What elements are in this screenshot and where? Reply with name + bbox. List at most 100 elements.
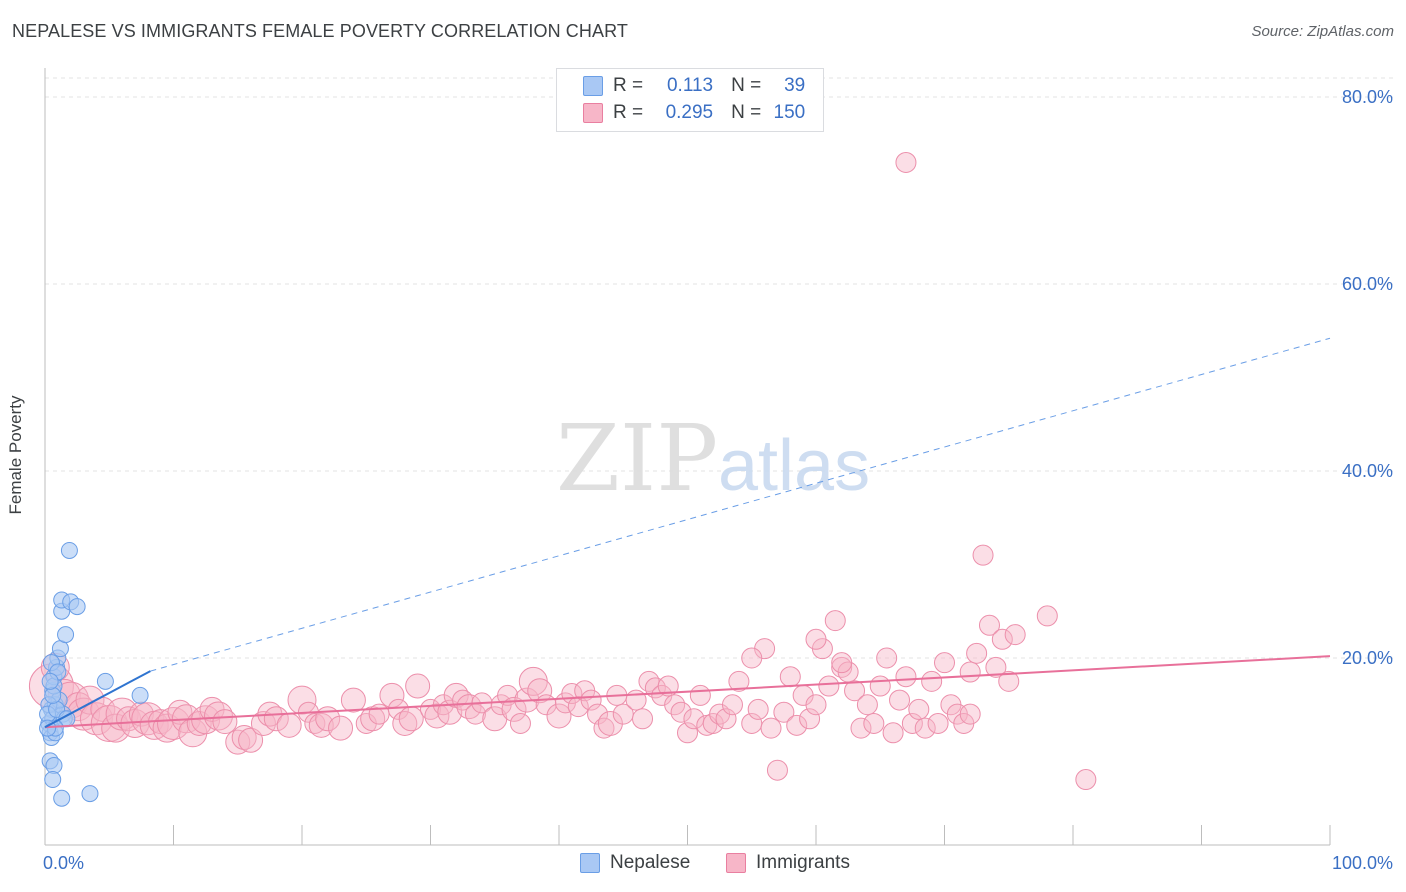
immigrants-point — [882, 722, 904, 744]
immigrants-point — [625, 689, 647, 711]
immigrants-point — [670, 701, 692, 723]
immigrants-point — [580, 689, 602, 711]
legend-r-value: 0.295 — [665, 102, 714, 123]
nepalese-point — [45, 757, 63, 775]
nepalese-point — [68, 598, 86, 616]
y-tick-label: 60.0% — [1342, 274, 1393, 294]
immigrants-point — [998, 670, 1020, 692]
y-tick-label: 80.0% — [1342, 87, 1393, 107]
immigrants-point — [895, 666, 917, 688]
immigrants-point — [747, 698, 769, 720]
correlation-legend: R = 0.113 N = 39 R = 0.295 N = 150 — [556, 68, 824, 132]
immigrants-point — [340, 687, 366, 713]
legend-n-label: N = — [731, 75, 762, 96]
nepalese-point — [44, 686, 62, 704]
immigrants-point — [597, 710, 623, 736]
nepalese-point — [44, 771, 62, 789]
legend-n-value: 39 — [784, 75, 806, 96]
nepalese-point — [53, 789, 71, 807]
y-axis-label: Female Poverty — [6, 395, 25, 515]
trend-lines — [44, 337, 1331, 729]
nepalese-point — [57, 626, 75, 644]
watermark-zip: ZIP — [556, 405, 718, 512]
immigrants-point — [715, 708, 737, 730]
y-tick-label: 40.0% — [1342, 461, 1393, 481]
immigrants-point — [593, 717, 615, 739]
immigrants-point — [405, 673, 431, 699]
immigrants-point — [824, 610, 846, 632]
legend-n-label: N = — [731, 102, 762, 123]
immigrants-point — [799, 708, 821, 730]
immigrants-point — [908, 698, 930, 720]
immigrants-point — [914, 717, 936, 739]
immigrants-point — [895, 151, 917, 173]
bottom-legend-swatch-immigrants — [726, 853, 746, 873]
immigrants-point — [287, 685, 317, 715]
immigrants-point — [250, 710, 276, 736]
legend-swatch-nepalese — [583, 76, 603, 96]
immigrants-point — [985, 656, 1007, 678]
immigrants-point — [972, 544, 994, 566]
immigrants-point — [934, 652, 955, 674]
immigrants-point — [1036, 605, 1058, 627]
bottom-legend-label: Nepalese — [610, 852, 691, 873]
immigrants-point — [238, 727, 264, 753]
immigrants-point — [212, 709, 238, 735]
nepalese-point — [41, 672, 59, 690]
nepalese-point — [60, 541, 78, 559]
x-tick-label: 0.0% — [43, 853, 84, 873]
immigrants-point — [368, 703, 390, 725]
immigrants-point — [773, 701, 795, 723]
immigrants-point — [876, 647, 898, 669]
legend-row-immigrants: R = 0.295 N = 150 — [583, 101, 805, 125]
immigrants-point — [856, 694, 878, 716]
legend-r-label: R = — [613, 102, 644, 123]
immigrants-point — [921, 670, 943, 692]
immigrants-point — [501, 696, 527, 722]
immigrants-point — [831, 652, 853, 674]
immigrants-point — [978, 614, 1000, 636]
immigrants-point — [116, 706, 142, 732]
source-label: Source: ZipAtlas.com — [1251, 23, 1394, 40]
immigrants-point — [437, 699, 463, 725]
immigrants-point — [677, 722, 698, 744]
legend-n-value: 150 — [773, 102, 806, 123]
immigrants-point — [869, 675, 891, 697]
immigrants-point — [889, 689, 911, 711]
legend-row-nepalese: R = 0.113 N = 39 — [583, 74, 805, 98]
nepalese-point — [81, 785, 99, 803]
immigrants-point — [766, 759, 788, 781]
immigrants-point — [959, 661, 981, 683]
immigrants-point — [927, 712, 949, 734]
gridlines — [45, 77, 1393, 659]
x-tick-label: 100.0% — [1332, 853, 1393, 873]
immigrants-point — [263, 706, 289, 732]
immigrants-point — [567, 696, 589, 718]
immigrants-point — [805, 628, 827, 650]
immigrants-point — [328, 715, 354, 741]
legend-r-value: 0.113 — [666, 75, 714, 96]
immigrants-point — [509, 712, 531, 734]
watermark: ZIP atlas — [556, 405, 870, 512]
immigrants-point — [657, 675, 679, 697]
immigrants-point — [398, 706, 424, 732]
immigrants-point — [786, 714, 808, 736]
immigrants-point — [959, 703, 981, 725]
immigrants-point — [850, 717, 872, 739]
immigrants-point — [79, 702, 113, 736]
immigrants-point — [276, 712, 302, 738]
immigrants-point — [863, 712, 885, 734]
bottom-legend-label: Immigrants — [756, 852, 850, 873]
bottom-legend-nepalese: Nepalese — [580, 852, 690, 874]
immigrants-point — [760, 717, 782, 739]
immigrants-point — [632, 708, 654, 730]
immigrants-point — [728, 670, 750, 692]
immigrants-point — [779, 666, 801, 688]
immigrants-point — [689, 684, 711, 706]
legend-swatch-immigrants — [583, 103, 603, 123]
legend-r-label: R = — [613, 75, 644, 96]
y-tick-label: 20.0% — [1342, 648, 1393, 668]
watermark-atlas: atlas — [718, 426, 870, 506]
immigrants-point — [527, 678, 553, 704]
